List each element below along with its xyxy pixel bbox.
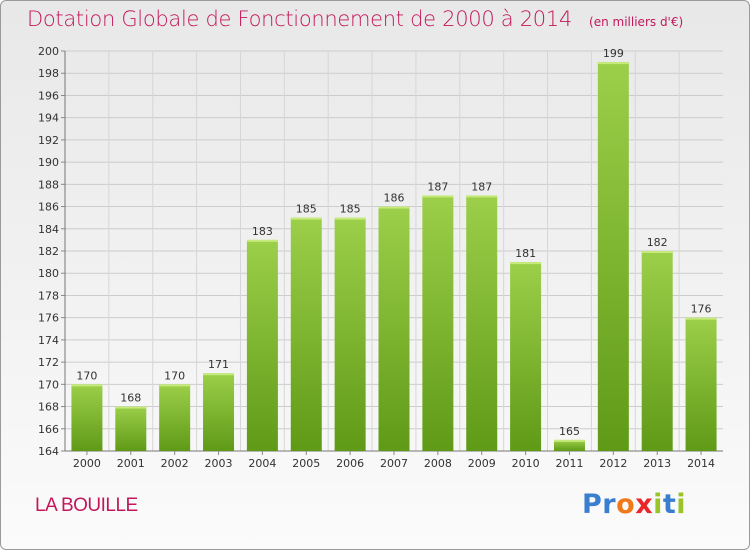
bar-value-label: 181 (515, 247, 536, 260)
bar-2012 (597, 62, 629, 451)
bar-2010 (510, 262, 542, 451)
proxiti-logo: Proxiti (582, 489, 686, 520)
bar-2009 (466, 195, 498, 451)
bar-top-edge (685, 317, 717, 320)
bar-2005 (290, 217, 322, 451)
x-tick-label: 2010 (512, 457, 540, 470)
y-tick-label: 166 (38, 423, 59, 436)
x-tick-label: 2004 (248, 457, 276, 470)
bar-top-edge (378, 206, 410, 209)
y-tick-label: 188 (38, 178, 59, 191)
chart-title-block: Dotation Globale de Fonctionnement de 20… (27, 7, 683, 31)
bar-top-edge (159, 384, 191, 387)
x-tick-label: 2013 (643, 457, 671, 470)
bar-top-edge (203, 373, 235, 376)
x-tick-label: 2009 (468, 457, 496, 470)
bar-2008 (422, 195, 454, 451)
x-tick-label: 2002 (161, 457, 189, 470)
bar-2003 (203, 373, 235, 451)
y-tick-label: 170 (38, 378, 59, 391)
x-tick-label: 2014 (687, 457, 715, 470)
bar-top-edge (422, 195, 454, 198)
y-tick-label: 172 (38, 356, 59, 369)
x-tick-label: 2011 (555, 457, 583, 470)
bar-top-edge (641, 251, 673, 253)
y-tick-label: 176 (38, 312, 59, 325)
y-tick-label: 168 (38, 401, 59, 414)
chart-unit: (en milliers d'€) (589, 15, 684, 29)
x-tick-label: 2012 (599, 457, 627, 470)
logo-letter: r (602, 489, 617, 520)
bar-value-label: 183 (252, 225, 273, 238)
bar-value-label: 182 (647, 236, 668, 249)
x-tick-label: 2003 (205, 457, 233, 470)
bar-value-label: 187 (427, 180, 448, 193)
y-tick-label: 164 (38, 445, 59, 458)
bar-value-label: 171 (208, 358, 229, 371)
commune-name: LA BOUILLE (35, 495, 138, 516)
bar-2011 (553, 439, 585, 451)
x-tick-label: 2000 (73, 457, 101, 470)
chart-title: Dotation Globale de Fonctionnement de 20… (27, 7, 572, 31)
logo-letter: o (616, 489, 636, 520)
bar-2000 (71, 384, 103, 451)
bar-2014 (685, 317, 717, 451)
y-tick-label: 186 (38, 201, 59, 214)
bar-value-label: 187 (471, 180, 492, 193)
bar-top-edge (246, 239, 278, 242)
bar-value-label: 176 (691, 303, 712, 316)
bar-2007 (378, 206, 410, 451)
y-tick-label: 184 (38, 223, 59, 236)
bar-top-edge (290, 217, 322, 220)
logo-letter: t (662, 489, 677, 520)
bar-value-label: 165 (559, 425, 580, 438)
bar-top-edge (553, 439, 585, 442)
y-tick-label: 196 (38, 89, 59, 102)
bar-value-label: 170 (164, 369, 185, 382)
y-tick-label: 180 (38, 267, 59, 280)
x-tick-label: 2001 (117, 457, 145, 470)
bar-value-label: 186 (384, 192, 405, 205)
bar-top-edge (510, 262, 542, 265)
labels: 164 166 168 170 172 174 176 178 180 182 184 186 188 1… (38, 45, 715, 470)
bar-top-edge (597, 62, 629, 65)
bar-2013 (641, 251, 673, 451)
x-tick-label: 2007 (380, 457, 408, 470)
bar-top-edge (71, 384, 103, 387)
bar-top-edge (334, 217, 366, 220)
y-tick-label: 194 (38, 112, 59, 125)
y-tick-label: 198 (38, 67, 59, 80)
bar-value-label: 170 (76, 369, 97, 382)
y-tick-label: 192 (38, 134, 59, 147)
bars (71, 62, 717, 451)
logo-letter: i (653, 489, 663, 520)
bar-2006 (334, 217, 366, 451)
logo-letter: P (582, 489, 603, 520)
bar-value-label: 185 (340, 203, 361, 216)
bar-2002 (159, 384, 191, 451)
logo-letter: x (635, 489, 654, 520)
x-tick-label: 2006 (336, 457, 364, 470)
logo-letter: i (676, 489, 687, 520)
y-tick-label: 190 (38, 156, 59, 169)
bar-value-label: 199 (603, 47, 624, 60)
x-tick-label: 2005 (292, 457, 320, 470)
y-tick-label: 200 (38, 45, 59, 58)
bar-top-edge (466, 195, 498, 198)
bar-top-edge (115, 406, 147, 409)
bar-value-label: 168 (120, 392, 141, 405)
y-tick-label: 182 (38, 245, 59, 258)
x-tick-label: 2008 (424, 457, 452, 470)
y-tick-label: 178 (38, 289, 59, 302)
y-tick-label: 174 (38, 334, 59, 347)
bar-2004 (246, 239, 278, 451)
bar-value-label: 185 (296, 203, 317, 216)
bar-2001 (115, 406, 147, 451)
